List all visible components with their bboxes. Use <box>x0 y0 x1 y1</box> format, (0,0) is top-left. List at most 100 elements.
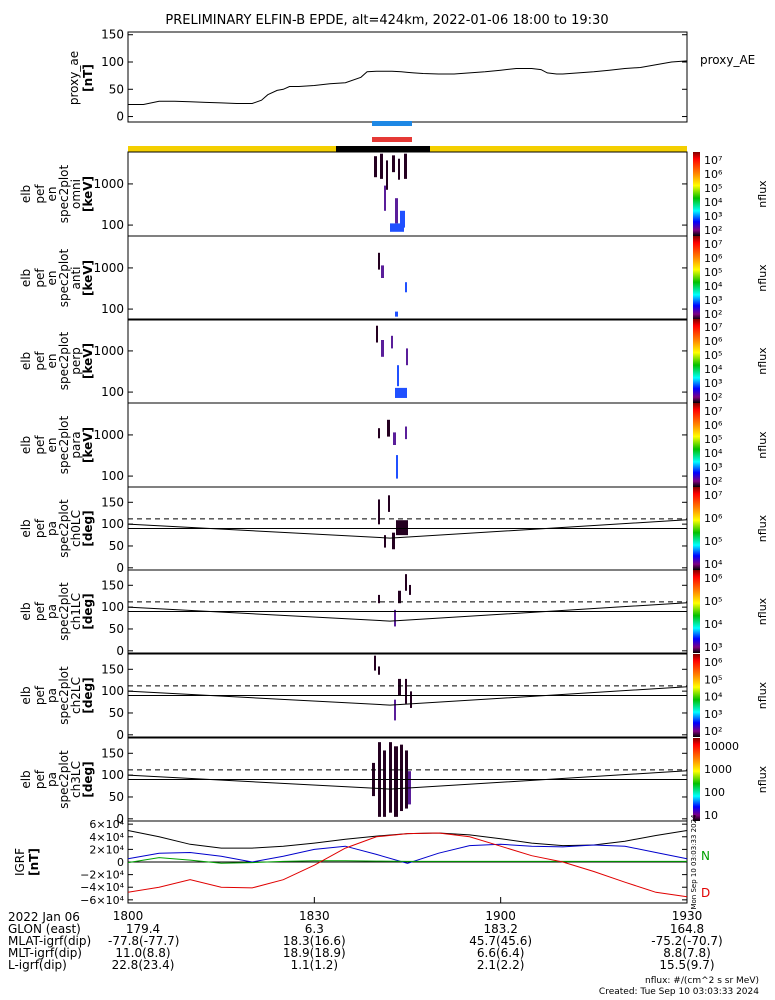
science-zone-red-bar <box>372 137 412 142</box>
spec-panel-2-ylabel: [keV] <box>81 260 95 296</box>
spec-panel-2-colorbar-tick: 10⁷ <box>704 238 722 251</box>
pa-panel-2-data-cell <box>394 609 396 627</box>
ae-ylabel-units: [nT] <box>81 64 95 92</box>
spec-panel-3-colorbar-tick: 10² <box>704 391 722 404</box>
spec-panel-1-ylabel: en <box>45 187 59 202</box>
pa-panel-4-ytick-label: 0 <box>116 812 124 826</box>
pa-panel-2-colorbar <box>693 570 700 653</box>
pa-panel-2-ylabel: pef <box>33 601 47 621</box>
spec-panel-4-ylabel: elb <box>19 436 33 454</box>
pa-panel-1-ytick-label: 100 <box>101 517 124 531</box>
pa-panel-3-data-cell <box>410 691 412 708</box>
spec-panel-1-colorbar-tick: 10² <box>704 224 722 237</box>
pa-panel-1-data-cell <box>396 520 408 536</box>
ae-ytick-label: 50 <box>109 82 124 96</box>
igrf-ytick-label: −2×10⁴ <box>80 869 124 882</box>
footer-row-value: -77.8(-77.7) <box>108 934 180 948</box>
footer-row-value: 18.9(18.9) <box>282 946 346 960</box>
pa-panel-1-data-cell <box>378 499 380 525</box>
pa-panel-1-ylabel: [deg] <box>81 510 95 546</box>
pa-panel-3-ytick-label: 0 <box>116 728 124 742</box>
spec-panel-1-data-cell <box>404 153 407 179</box>
ae-ylabel: proxy_ae <box>67 51 81 105</box>
pa-panel-3-data-cell <box>398 678 401 696</box>
spec-panel-1-data-cell <box>374 156 377 178</box>
footer-row-value: 8.8(7.8) <box>663 946 711 960</box>
igrf-series-line-3 <box>127 857 687 864</box>
pa-panel-4-ytick-label: 100 <box>101 768 124 782</box>
spec-panel-4-ylabel: spec2plot <box>57 415 71 474</box>
pa-panel-3-ylabel: elb <box>19 686 33 704</box>
pa-panel-4-data-cell <box>389 742 392 813</box>
igrf-legend-d: D <box>701 886 710 900</box>
spec-panel-3-data-cell <box>395 387 407 398</box>
spec-panel-2-colorbar-tick: 10³ <box>704 294 722 307</box>
spec-panel-4-colorbar-tick: 10² <box>704 475 722 488</box>
pa-panel-1-ylabel: pa <box>45 521 59 536</box>
spec-panel-1-colorbar-label: nflux <box>756 180 769 208</box>
spec-panel-2-ylabel: anti <box>69 267 83 290</box>
spec-panel-4-colorbar-tick: 10⁵ <box>704 433 722 446</box>
spec-panel-4-colorbar <box>693 403 700 487</box>
pa-panel-1-ytick-label: 50 <box>109 539 124 553</box>
xaxis-tick-label: 1800 <box>113 909 144 923</box>
spec-panel-3-data-cell <box>381 340 384 357</box>
spec-panel-4-ylabel: en <box>45 438 59 453</box>
pa-panel-4-ylabel: pa <box>45 772 59 787</box>
status-bar-black <box>336 146 430 152</box>
footer-created: Created: Tue Sep 10 03:03:33 2024 <box>598 987 759 997</box>
pa-panel-4-colorbar-tick: 10000 <box>704 740 739 753</box>
spec-panel-4-colorbar-tick: 10⁴ <box>704 447 723 460</box>
pa-panel-1-ylabel: ch0LC <box>69 510 83 547</box>
science-zone-blue-bar <box>372 121 412 126</box>
footer-row-value: 179.4 <box>125 922 161 936</box>
footer-row-l: L-igrf(dip) 22.8(23.4) 1.1(1.2) 2.1(2.2) 15.… <box>8 959 768 971</box>
spec-panel-4-colorbar-tick: 10⁷ <box>704 405 722 418</box>
spec-panel-1-frame <box>127 151 688 237</box>
pa-panel-3-colorbar-label: nflux <box>756 681 769 709</box>
xaxis-tick-label: 1830 <box>299 909 330 923</box>
pa-panel-3-data-cell <box>378 666 380 675</box>
spec-panel-1-data-cell <box>392 155 395 173</box>
pa-panel-3-ytick-label: 50 <box>109 706 124 720</box>
pa-panel-4-ytick-label: 50 <box>109 790 124 804</box>
pa-panel-3-ytick-label: 150 <box>101 662 124 676</box>
footer-row-value: -75.2(-70.7) <box>651 934 723 948</box>
spec-panel-4-data-cell <box>393 432 396 445</box>
ae-ytick-label: 150 <box>101 28 124 42</box>
spec-panel-1-colorbar-tick: 10⁶ <box>704 168 723 181</box>
spec-panel-1-ylabel: elb <box>19 185 33 203</box>
spec-panel-2-data-cell <box>378 252 380 270</box>
pa-panel-4-ylabel: pef <box>33 769 47 789</box>
spec-panel-3-data-cell <box>397 365 399 387</box>
spec-panel-1-ylabel: omni <box>69 179 83 209</box>
pa-panel-3-ylabel: pef <box>33 685 47 705</box>
spec-panel-2-colorbar <box>693 236 700 320</box>
spec-panel-3-ylabel: pef <box>33 351 47 371</box>
spec-panel-1-data-cell <box>386 160 388 190</box>
pa-panel-3-colorbar-tick: 10² <box>704 725 722 738</box>
igrf-ytick-label: 6×10⁴ <box>89 818 124 831</box>
footer-row-value: 18.3(16.6) <box>282 934 346 948</box>
footer-row-value: 15.5(9.7) <box>659 958 715 972</box>
spec-panel-3-ylabel: spec2plot <box>57 331 71 390</box>
pa-panel-1-ytick-label: 150 <box>101 495 124 509</box>
spec-panel-3-colorbar-tick: 10⁶ <box>704 335 723 348</box>
pa-panel-3-ylabel: pa <box>45 688 59 703</box>
xaxis-tick-label: 1900 <box>485 909 516 923</box>
spec-panel-3-colorbar-tick: 10³ <box>704 377 722 390</box>
pa-panel-1-ylabel: elb <box>19 519 33 537</box>
spec-panel-4-ytick-label: 1000 <box>93 428 124 442</box>
pa-panel-3-ylabel: spec2plot <box>57 666 71 725</box>
spec-panel-1-colorbar-tick: 10⁴ <box>704 196 723 209</box>
pa-panel-4-losscone-line <box>127 770 688 790</box>
spec-panel-2-colorbar-tick: 10⁴ <box>704 280 723 293</box>
spec-panel-3-ylabel: [keV] <box>81 343 95 379</box>
spec-panel-3-data-cell <box>406 348 408 366</box>
footer-row-mlat: MLAT-igrf(dip) -77.8(-77.7) 18.3(16.6) 45.7… <box>8 935 768 947</box>
spec-panel-3-ytick-label: 100 <box>101 385 124 399</box>
pa-panel-2-data-cell <box>405 574 407 591</box>
pa-panel-4-data-cell <box>400 744 403 812</box>
pa-panel-3-ylabel: ch2LC <box>69 677 83 714</box>
